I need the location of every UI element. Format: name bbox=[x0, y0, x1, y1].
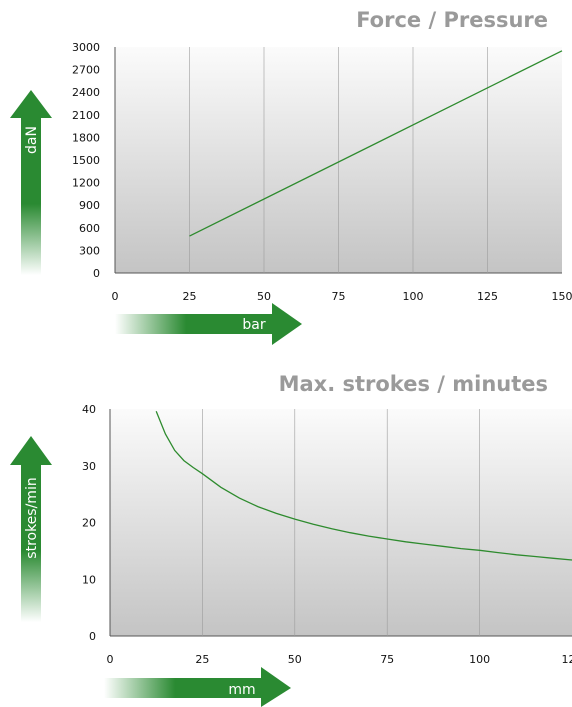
c2-y-tick-label: 20 bbox=[82, 517, 96, 530]
c2-x-tick-label: 0 bbox=[107, 653, 114, 666]
chart2-x-arrow-shaft bbox=[104, 678, 262, 698]
c1-y-tick-label: 900 bbox=[79, 199, 100, 212]
chart1-y-arrow-head bbox=[10, 90, 52, 118]
chart1-y-tick-labels: 0 300 600 900 1200 1500 1800 2100 2400 2700 3000 bbox=[72, 41, 100, 280]
chart2-xlabel: mm bbox=[228, 682, 255, 698]
chart2-ylabel: strokes/min bbox=[24, 477, 40, 558]
c1-x-tick-label: 125 bbox=[477, 290, 498, 303]
chart2-title: Max. strokes / minutes bbox=[279, 372, 548, 396]
c2-x-tick-label: 125 bbox=[562, 653, 572, 666]
c1-x-tick-label: 75 bbox=[332, 290, 346, 303]
chart2-y-arrow-shaft bbox=[21, 464, 41, 622]
c1-y-tick-label: 3000 bbox=[72, 41, 100, 54]
c2-x-tick-label: 75 bbox=[380, 653, 394, 666]
c1-y-tick-label: 2100 bbox=[72, 109, 100, 122]
chart1-y-arrow-shaft bbox=[21, 117, 41, 275]
chart2-y-arrow: strokes/min bbox=[10, 436, 52, 622]
c1-y-tick-label: 600 bbox=[79, 222, 100, 235]
chart2-x-tick-labels: 0 25 50 75 100 125 bbox=[107, 653, 572, 666]
chart1-xlabel: bar bbox=[242, 317, 265, 333]
chart2-y-tick-labels: 0 10 20 30 40 bbox=[82, 403, 96, 643]
c2-y-tick-label: 0 bbox=[89, 630, 96, 643]
chart1-title: Force / Pressure bbox=[356, 8, 548, 32]
chart1-x-arrow: bar bbox=[115, 303, 302, 345]
c1-y-tick-label: 1200 bbox=[72, 177, 100, 190]
c1-y-tick-label: 1800 bbox=[72, 131, 100, 144]
chart1-gridlines bbox=[189, 47, 488, 273]
c1-y-tick-label: 1500 bbox=[72, 154, 100, 167]
c2-y-tick-label: 40 bbox=[82, 403, 96, 416]
chart2-x-arrow: mm bbox=[104, 667, 291, 707]
c2-x-tick-label: 50 bbox=[288, 653, 302, 666]
chart2-gridlines bbox=[202, 409, 480, 636]
c1-series-line-0 bbox=[189, 50, 563, 237]
force-pressure-chart: Force / Pressure 03006009001200150018002… bbox=[10, 8, 572, 345]
chart2-series bbox=[155, 411, 572, 561]
chart2-plot-area bbox=[110, 409, 572, 636]
c2-series-line-0 bbox=[155, 411, 572, 561]
chart1-ylabel: daN bbox=[24, 126, 40, 154]
c2-x-tick-label: 25 bbox=[195, 653, 209, 666]
chart1-y-arrow: daN bbox=[10, 90, 52, 275]
c1-x-tick-label: 0 bbox=[112, 290, 119, 303]
c1-y-tick-label: 2700 bbox=[72, 64, 100, 77]
chart1-x-arrow-head bbox=[272, 303, 302, 345]
c2-x-tick-label: 100 bbox=[469, 653, 490, 666]
c1-y-tick-label: 300 bbox=[79, 244, 100, 257]
c1-x-tick-label: 150 bbox=[552, 290, 572, 303]
chart1-x-tick-labels: 0 25 50 75 100 125 150 bbox=[112, 290, 572, 303]
chart1-x-arrow-shaft bbox=[115, 314, 273, 334]
chart2-x-arrow-head bbox=[261, 667, 291, 707]
chart1-series bbox=[189, 50, 563, 237]
c2-y-tick-label: 10 bbox=[82, 573, 96, 586]
c1-y-tick-label: 0 bbox=[93, 267, 100, 280]
c1-x-tick-label: 50 bbox=[257, 290, 271, 303]
c2-y-tick-label: 30 bbox=[82, 460, 96, 473]
chart2-y-arrow-head bbox=[10, 436, 52, 465]
c1-x-tick-label: 25 bbox=[183, 290, 197, 303]
strokes-chart: Max. strokes / minutes 0 10 20 30 40 0 25 50 75… bbox=[10, 372, 572, 707]
c1-x-tick-label: 100 bbox=[403, 290, 424, 303]
c1-y-tick-label: 2400 bbox=[72, 86, 100, 99]
